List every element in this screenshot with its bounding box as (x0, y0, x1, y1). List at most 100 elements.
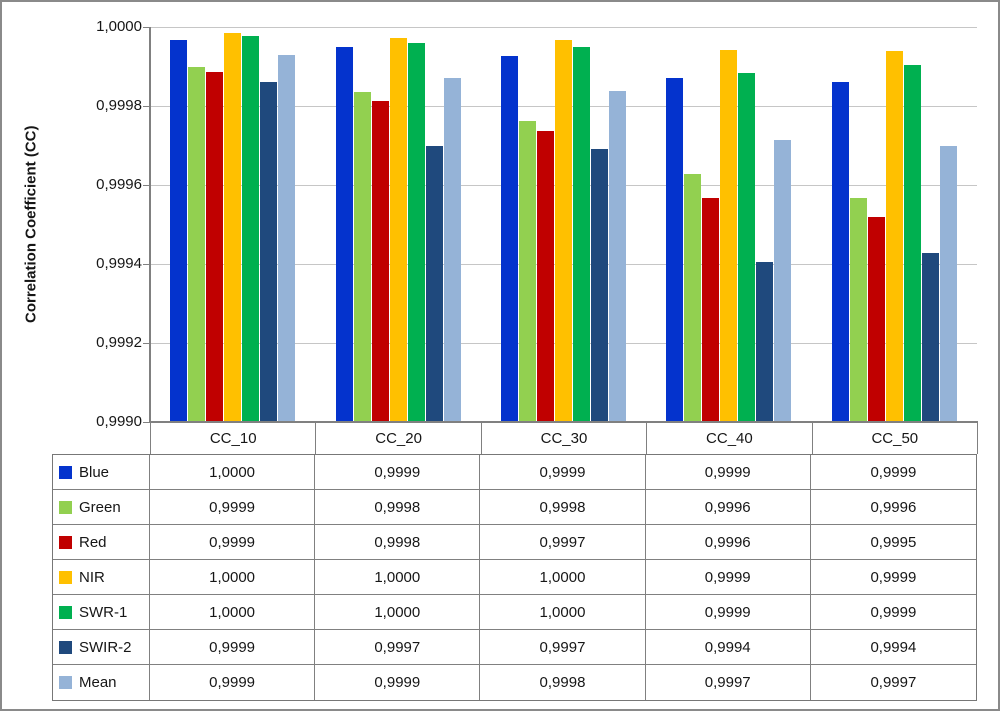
value-cell-blue-cc_30: 0,9999 (480, 455, 646, 490)
bar-nir-cc_10 (224, 32, 242, 421)
y-axis-tick (143, 27, 150, 28)
bar-swir-2-cc_30 (591, 148, 608, 421)
y-tick-label: 1,0000 (96, 18, 142, 35)
value-cell-red-cc_50: 0,9995 (810, 525, 976, 560)
value-cell-swr-1-cc_40: 0,9999 (645, 595, 811, 630)
y-axis-tick (143, 264, 150, 265)
bar-red-cc_30 (537, 130, 554, 421)
legend-cell-swr-1: SWR-1 (53, 595, 150, 630)
x-axis-line (149, 421, 978, 423)
legend-label: NIR (79, 568, 105, 586)
bar-green-cc_20 (353, 91, 371, 421)
bar-nir-cc_40 (720, 50, 738, 421)
data-table: Blue 1,0000 0,9999 0,9999 0,9999 0,9999 Green 0… (52, 454, 977, 701)
value-cell-red-cc_30: 0,9997 (480, 525, 646, 560)
bar-blue-cc_50 (831, 81, 849, 421)
value-cell-swir-2-cc_30: 0,9997 (480, 630, 646, 665)
legend-swatch-swir-2 (59, 640, 72, 654)
legend-swatch-blue (59, 465, 72, 479)
legend-cell-blue: Blue (53, 455, 150, 490)
bar-blue-cc_40 (666, 77, 684, 421)
value-cell-red-cc_20: 0,9998 (315, 525, 481, 560)
bar-swir-2-cc_40 (756, 262, 774, 421)
bar-mean-cc_20 (443, 78, 461, 421)
bar-red-cc_40 (702, 198, 720, 421)
legend-label: Blue (79, 463, 110, 481)
bar-red-cc_10 (206, 71, 224, 421)
value-cell-green-cc_30: 0,9998 (480, 490, 646, 525)
value-cell-mean-cc_40: 0,9997 (646, 665, 811, 700)
y-axis-tick (143, 343, 150, 344)
y-tick-label: 0,9994 (96, 255, 142, 272)
bar-swr-1-cc_40 (738, 72, 756, 421)
y-tick-label: 0,9990 (96, 413, 142, 430)
value-cell-swir-2-cc_20: 0,9997 (315, 630, 481, 665)
y-tick-label: 0,9996 (96, 176, 142, 193)
y-tick-label: 0,9998 (96, 97, 142, 114)
y-axis-title: Correlation Coefficient (CC) (22, 125, 40, 324)
bar-mean-cc_10 (278, 54, 296, 421)
legend-cell-green: Green (53, 490, 150, 525)
value-cell-mean-cc_10: 0,9999 (150, 665, 316, 700)
bar-green-cc_40 (684, 174, 702, 421)
category-header-cc_50: CC_50 (811, 423, 977, 454)
bar-swr-1-cc_20 (407, 42, 425, 421)
y-tick-label: 0,9992 (96, 334, 142, 351)
bar-green-cc_10 (188, 66, 206, 421)
bar-red-cc_50 (867, 216, 885, 421)
value-cell-swr-1-cc_10: 1,0000 (150, 595, 316, 630)
value-cell-nir-cc_30: 1,0000 (480, 560, 646, 595)
legend-label: Red (79, 533, 107, 551)
value-cell-nir-cc_40: 0,9999 (645, 560, 811, 595)
value-cell-swr-1-cc_50: 0,9999 (810, 595, 976, 630)
value-cell-blue-cc_40: 0,9999 (645, 455, 811, 490)
bar-swir-2-cc_20 (425, 145, 443, 421)
value-cell-mean-cc_50: 0,9997 (870, 674, 917, 691)
value-cell-nir-cc_50: 0,9999 (810, 560, 976, 595)
value-cell-mean-cc_20: 0,9999 (315, 665, 481, 700)
value-cell-red-cc_10: 0,9999 (150, 525, 316, 560)
bar-green-cc_30 (519, 121, 536, 421)
value-cell-green-cc_40: 0,9996 (645, 490, 811, 525)
category-header-cc_20: CC_20 (315, 423, 480, 454)
legend-cell-red: Red (53, 525, 150, 560)
value-cell-mean-cc_30: 0,9998 (480, 665, 646, 700)
bar-nir-cc_30 (555, 39, 572, 421)
value-cell-swir-2-cc_10: 0,9999 (150, 630, 316, 665)
bar-mean-cc_30 (609, 90, 626, 421)
y-axis-tick (143, 185, 150, 186)
bar-mean-cc_40 (774, 140, 792, 421)
legend-label: Mean (79, 674, 117, 691)
legend-label: SWIR-2 (79, 638, 132, 656)
value-cell-swir-2-cc_40: 0,9994 (645, 630, 811, 665)
value-cell-red-cc_40: 0,9996 (645, 525, 811, 560)
bar-swr-1-cc_50 (903, 64, 921, 421)
value-cell-swir-2-cc_50: 0,9994 (810, 630, 976, 665)
y-axis-tick (143, 106, 150, 107)
bar-red-cc_20 (371, 100, 389, 421)
legend-swatch-mean (59, 676, 72, 689)
legend-swatch-nir (59, 570, 72, 584)
legend-swatch-red (59, 535, 72, 549)
category-row-right-border (977, 422, 978, 454)
bar-nir-cc_20 (389, 38, 407, 421)
category-header-cc_30: CC_30 (480, 423, 646, 454)
legend-swatch-green (59, 500, 72, 514)
value-cell-nir-cc_20: 1,0000 (315, 560, 481, 595)
bar-green-cc_50 (849, 197, 867, 421)
bar-swr-1-cc_10 (242, 36, 260, 421)
y-axis-line (149, 27, 151, 422)
bar-mean-cc_50 (939, 145, 957, 421)
value-cell-blue-cc_50: 0,9999 (810, 455, 976, 490)
legend-swatch-swr-1 (59, 605, 72, 619)
legend-cell-swir-2: SWIR-2 (53, 630, 150, 665)
legend-label: Green (79, 498, 121, 516)
value-cell-green-cc_50: 0,9996 (810, 490, 976, 525)
value-cell-swr-1-cc_20: 1,0000 (315, 595, 481, 630)
y-axis-tick (143, 422, 150, 423)
value-cell-green-cc_10: 0,9999 (150, 490, 316, 525)
bar-swir-2-cc_10 (260, 81, 278, 421)
legend-cell-mean: Mean (53, 665, 150, 700)
bar-blue-cc_20 (335, 47, 353, 421)
